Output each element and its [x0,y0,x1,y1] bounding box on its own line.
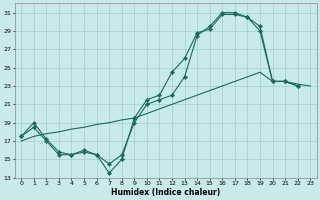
X-axis label: Humidex (Indice chaleur): Humidex (Indice chaleur) [111,188,220,197]
